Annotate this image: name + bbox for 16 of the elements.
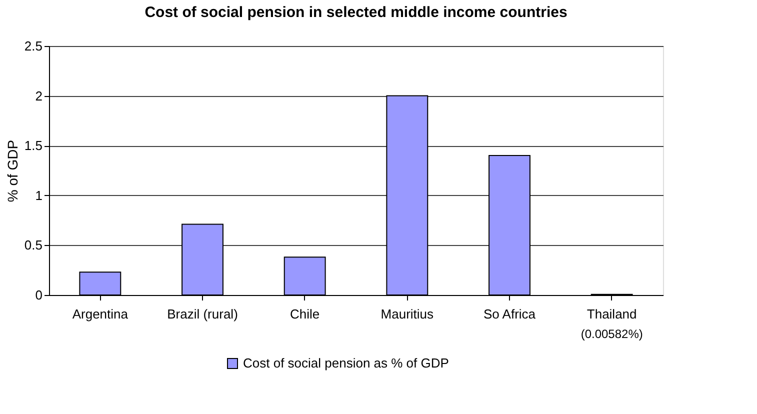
x-tick-label: Thailand — [586, 306, 637, 322]
y-axis-title: % of GDP — [4, 140, 20, 202]
y-tick-label: 2 — [35, 88, 42, 104]
text: (0.00582%) — [580, 327, 643, 341]
y-tick-label: 1.5 — [24, 138, 42, 154]
y-tick-label: 0.5 — [24, 238, 42, 253]
y-tick-label: 1 — [35, 188, 42, 203]
chart-title: Cost of social pension in selected middle income countries — [144, 4, 568, 21]
x-tick-label: So Africa — [483, 306, 536, 322]
y-tick-label: 0 — [35, 288, 42, 302]
legend-label: Cost of social pension as % of GDP — [243, 356, 449, 370]
x-tick-label: Argentina — [72, 306, 129, 322]
y-tick-label: 2.5 — [24, 38, 42, 54]
x-tick-label: Chile — [290, 306, 320, 322]
x-tick-label: Brazil (rural) — [167, 306, 238, 322]
x-tick-label: Mauritius — [380, 306, 434, 322]
